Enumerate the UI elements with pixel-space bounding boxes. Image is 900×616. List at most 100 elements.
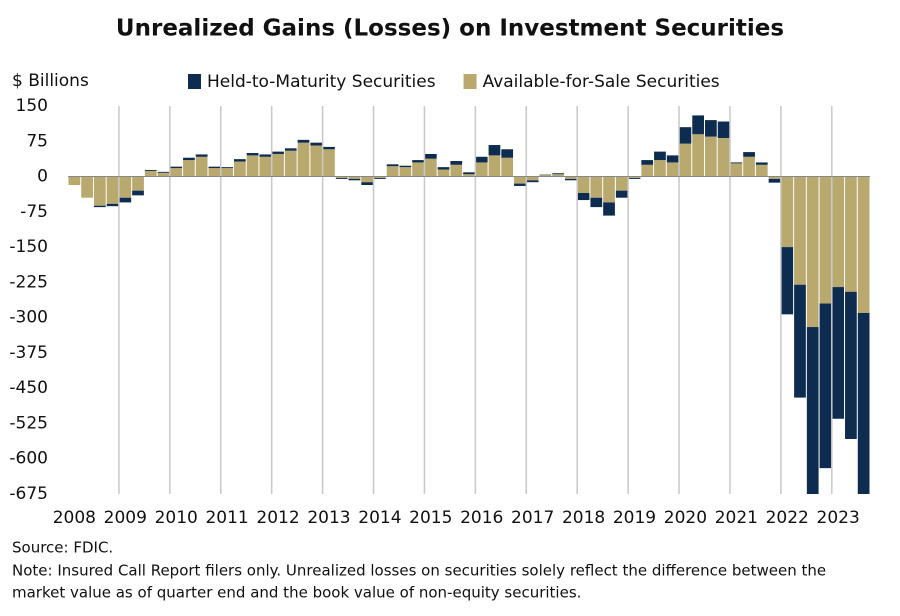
x-tick-label: 2020 bbox=[664, 508, 707, 528]
source: Source: FDIC. bbox=[12, 539, 113, 557]
bar bbox=[94, 206, 106, 207]
bar bbox=[158, 173, 170, 177]
bar bbox=[832, 287, 844, 419]
bar bbox=[845, 177, 857, 292]
chart-title: Unrealized Gains (Losses) on Investment … bbox=[116, 16, 784, 42]
bar bbox=[323, 147, 335, 149]
y-axis-label: $ Billions bbox=[12, 71, 89, 91]
bar bbox=[692, 115, 704, 134]
bar bbox=[247, 155, 259, 176]
y-tick-label: 150 bbox=[16, 96, 48, 116]
bar bbox=[590, 177, 602, 198]
bar bbox=[107, 204, 119, 206]
bar bbox=[718, 138, 730, 177]
y-tick-label: -225 bbox=[9, 272, 48, 292]
bar bbox=[501, 158, 513, 177]
x-tick-label: 2012 bbox=[256, 508, 299, 528]
bar bbox=[794, 285, 806, 398]
bar bbox=[234, 159, 246, 161]
bar bbox=[234, 161, 246, 176]
bar bbox=[119, 198, 131, 203]
bar bbox=[705, 137, 717, 177]
bar bbox=[209, 167, 221, 168]
bar bbox=[845, 292, 857, 439]
x-tick-label: 2021 bbox=[715, 508, 758, 528]
bar bbox=[820, 177, 832, 304]
bar bbox=[221, 168, 233, 176]
bar bbox=[425, 159, 437, 177]
x-tick-label: 2017 bbox=[511, 508, 554, 528]
bar bbox=[310, 143, 322, 146]
y-tick-label: 75 bbox=[26, 131, 48, 151]
bar bbox=[247, 153, 259, 155]
bar bbox=[680, 127, 692, 143]
y-tick-label: -375 bbox=[9, 343, 48, 363]
bar bbox=[361, 182, 373, 185]
bar bbox=[119, 177, 131, 198]
bar bbox=[412, 160, 424, 162]
bar bbox=[183, 158, 195, 160]
x-tick-label: 2009 bbox=[104, 508, 147, 528]
bar bbox=[514, 184, 526, 186]
bar bbox=[450, 161, 462, 165]
bar bbox=[769, 179, 781, 183]
x-tick-label: 2023 bbox=[817, 508, 860, 528]
y-tick-label: -300 bbox=[9, 308, 48, 328]
bar bbox=[578, 177, 590, 193]
y-tick-label: -450 bbox=[9, 378, 48, 398]
bar bbox=[718, 122, 730, 138]
bar bbox=[209, 168, 221, 176]
y-tick-label: -525 bbox=[9, 413, 48, 433]
legend-swatch bbox=[188, 74, 201, 89]
bar bbox=[603, 177, 615, 203]
bar bbox=[616, 177, 628, 191]
bar bbox=[616, 191, 628, 198]
bar bbox=[158, 172, 170, 173]
bar bbox=[489, 145, 501, 155]
x-tick-label: 2008 bbox=[53, 508, 96, 528]
bar bbox=[476, 157, 488, 163]
bar bbox=[463, 172, 475, 174]
bar bbox=[196, 154, 208, 156]
bar bbox=[298, 143, 310, 177]
x-tick-label: 2022 bbox=[766, 508, 809, 528]
bar bbox=[336, 178, 348, 179]
bar bbox=[692, 134, 704, 176]
bar bbox=[310, 146, 322, 177]
bar bbox=[629, 178, 641, 179]
bar bbox=[387, 166, 399, 176]
bar bbox=[81, 177, 93, 198]
bar bbox=[781, 247, 793, 314]
bar bbox=[361, 177, 373, 183]
bar bbox=[183, 160, 195, 176]
y-tick-label: -75 bbox=[20, 202, 48, 222]
bar bbox=[590, 198, 602, 207]
bar bbox=[349, 179, 361, 180]
bar bbox=[298, 140, 310, 143]
bar bbox=[756, 162, 768, 164]
bar bbox=[145, 171, 157, 177]
x-tick-label: 2011 bbox=[205, 508, 248, 528]
bar bbox=[107, 177, 119, 204]
y-tick-label: 0 bbox=[37, 167, 48, 187]
bar bbox=[654, 152, 666, 160]
bar bbox=[489, 155, 501, 176]
bar bbox=[170, 167, 182, 168]
bar bbox=[399, 167, 411, 176]
bar bbox=[603, 202, 615, 215]
bar bbox=[323, 149, 335, 176]
y-tick-label: -150 bbox=[9, 237, 48, 257]
bar bbox=[743, 152, 755, 157]
bar bbox=[514, 177, 526, 184]
bar bbox=[832, 177, 844, 288]
bar bbox=[145, 170, 157, 171]
bar bbox=[565, 179, 577, 180]
bar bbox=[259, 154, 271, 156]
bar bbox=[387, 164, 399, 166]
bar bbox=[196, 157, 208, 177]
y-tick-label: -675 bbox=[9, 484, 48, 504]
bar bbox=[667, 155, 679, 162]
bar bbox=[578, 193, 590, 200]
bar bbox=[527, 177, 539, 181]
